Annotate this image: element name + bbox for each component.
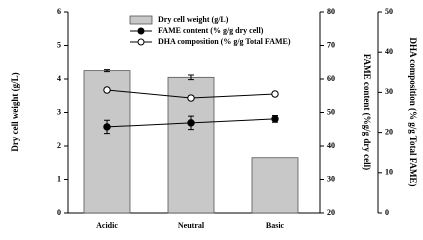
- marker: [271, 90, 279, 98]
- legend-label: FAME content (% g/g dry cell): [158, 26, 264, 35]
- legend-swatch: [129, 15, 153, 25]
- bar: [83, 70, 131, 214]
- y-tick-label: 2: [57, 141, 61, 150]
- x-tick-label: Neutral: [178, 221, 205, 230]
- bar: [251, 157, 299, 214]
- x-tick-label: Acidic: [96, 221, 118, 230]
- legend-label: DHA composition (% g/g Total FAME): [158, 37, 291, 46]
- y3-tick-label: 0: [385, 208, 389, 217]
- y2-axis-label: FAME content (%g/g dry cell): [362, 54, 372, 170]
- y-axis-label: Dry cell weight (g/L): [10, 72, 20, 151]
- marker: [103, 123, 111, 131]
- marker: [187, 119, 195, 127]
- y-tick-label: 0: [57, 208, 61, 217]
- y-tick-label: 6: [57, 7, 61, 16]
- y2-tick-label: 50: [327, 107, 335, 116]
- marker: [271, 115, 279, 123]
- y2-tick-label: 70: [327, 40, 335, 49]
- legend-marker: [137, 27, 145, 35]
- y2-tick-label: 80: [327, 7, 335, 16]
- y3-axis-label: DHA composition (% g/g Total FAME): [408, 37, 418, 186]
- y-tick-label: 4: [57, 74, 61, 83]
- y3-tick-label: 20: [385, 127, 393, 136]
- y3-tick-label: 10: [385, 168, 393, 177]
- error-bar: [104, 69, 110, 73]
- y3-tick-label: 50: [385, 7, 393, 16]
- marker: [187, 94, 195, 102]
- y2-tick-label: 60: [327, 74, 335, 83]
- y3-tick-label: 40: [385, 47, 393, 56]
- y-tick-label: 1: [57, 174, 61, 183]
- legend-label: Dry cell weight (g/L): [158, 15, 229, 24]
- marker: [103, 86, 111, 94]
- y2-tick-label: 30: [327, 174, 335, 183]
- y-tick-label: 5: [57, 40, 61, 49]
- x-tick-label: Basic: [266, 221, 285, 230]
- y-tick-label: 3: [57, 107, 61, 116]
- error-bar: [188, 74, 194, 81]
- legend-marker: [137, 38, 145, 46]
- y2-tick-label: 40: [327, 141, 335, 150]
- y2-tick-label: 20: [327, 208, 335, 217]
- y3-tick-label: 30: [385, 87, 393, 96]
